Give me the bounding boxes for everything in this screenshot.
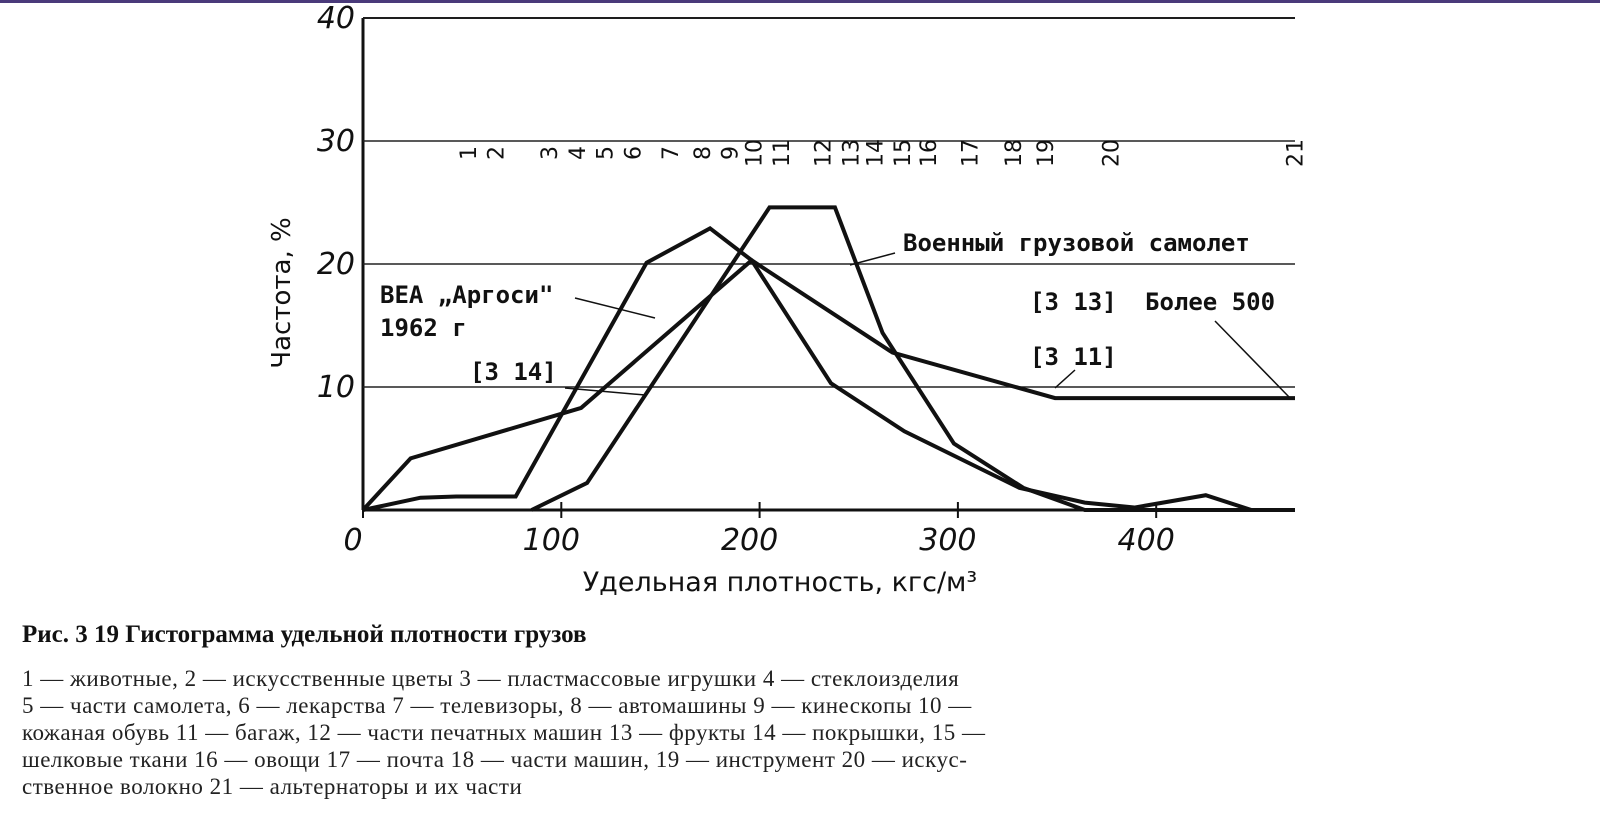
product-marker: 10 — [742, 139, 767, 167]
product-marker: 15 — [891, 139, 916, 167]
pointer — [849, 252, 896, 266]
product-marker: 6 — [621, 146, 646, 160]
product-marker: 17 — [958, 139, 983, 167]
annotation: [3 13] — [1030, 288, 1117, 316]
y-tick-label: 30 — [317, 124, 355, 159]
x-axis-label: Удельная плотность, кгс/м³ — [583, 567, 978, 598]
y-tick-label: 20 — [317, 247, 355, 282]
y-axis-label: Частота, % — [267, 217, 297, 368]
annotation: 1962 г — [380, 314, 467, 342]
product-marker: 13 — [840, 139, 865, 167]
product-marker: 9 — [719, 146, 744, 160]
x-tick-label: 300 — [919, 523, 976, 558]
product-marker: 3 — [538, 146, 563, 160]
x-tick-label: 0 — [343, 523, 362, 558]
product-marker: 18 — [1002, 139, 1027, 167]
legend-line: кожаная обувь 11 — багаж, 12 — части печ… — [22, 720, 986, 745]
product-marker: 7 — [659, 146, 684, 160]
product-marker: 19 — [1034, 139, 1059, 167]
x-tick-label: 400 — [1118, 523, 1175, 558]
pointer — [1214, 320, 1291, 399]
product-marker: 8 — [691, 146, 716, 160]
pointer — [1054, 369, 1076, 389]
pointer — [564, 387, 646, 396]
product-marker: 12 — [812, 139, 837, 167]
y-tick-label: 10 — [317, 370, 355, 405]
annotation: Более 500 — [1145, 288, 1275, 316]
product-marker: 21 — [1284, 139, 1309, 167]
annotation: [3 11] — [1030, 343, 1117, 371]
product-marker: 5 — [594, 146, 619, 160]
pointer — [574, 297, 656, 319]
chart: Частота, % Удельная плотность, кгс/м³ 10… — [267, 3, 1309, 598]
product-marker: 16 — [917, 139, 942, 167]
y-tick-label: 40 — [317, 3, 355, 36]
annotation: ВЕА „Аргоси" — [380, 281, 553, 309]
legend-line: 5 — части самолета, 6 — лекарства 7 — те… — [22, 693, 972, 718]
product-marker: 1 — [457, 146, 482, 160]
annotation: Военный грузовой самолет — [903, 229, 1250, 257]
x-tick-label: 200 — [721, 523, 778, 558]
caption: Рис. 3 19 Гистограмма удельной плотности… — [22, 621, 587, 648]
product-marker: 4 — [566, 146, 591, 160]
product-marker: 2 — [485, 146, 510, 160]
line-series — [530, 205, 1295, 512]
product-marker: 11 — [770, 139, 795, 167]
legend-line: ственное волокно 21 — альтернаторы и их … — [22, 774, 523, 799]
legend-text: 1 — животные, 2 — искусственные цветы 3 … — [22, 665, 1562, 800]
annotation: [3 14] — [470, 358, 557, 386]
legend-line: 1 — животные, 2 — искусственные цветы 3 … — [22, 666, 960, 691]
product-marker: 14 — [863, 139, 888, 167]
legend-line: шелковые ткани 16 — овощи 17 — почта 18 … — [22, 747, 968, 772]
x-tick-label: 100 — [523, 523, 580, 558]
line-series — [362, 225, 1295, 512]
product-marker: 20 — [1099, 139, 1124, 167]
